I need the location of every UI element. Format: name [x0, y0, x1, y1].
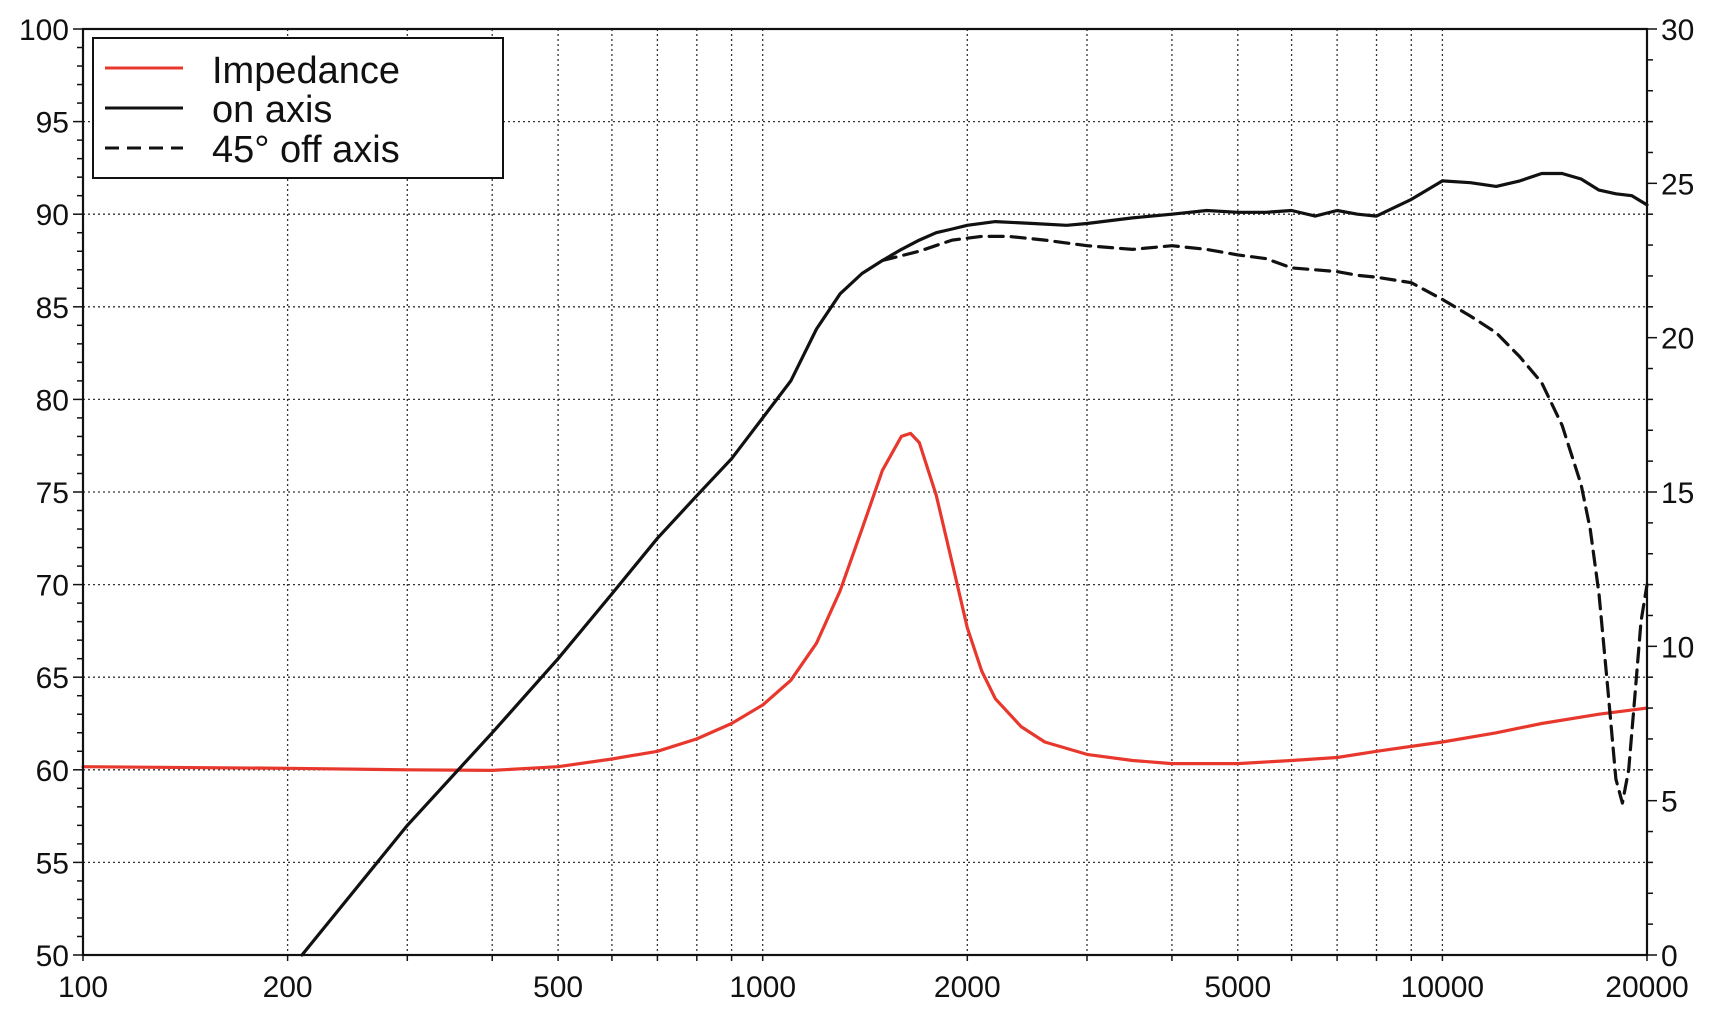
- y2-tick-label: 15: [1661, 477, 1694, 510]
- y2-tick-label: 10: [1661, 631, 1694, 664]
- y-tick-label: 75: [36, 477, 69, 510]
- series-line-45-off-axis: [880, 234, 1649, 805]
- grid: [83, 29, 1647, 955]
- legend: Impedance on axis 45° off axis: [92, 37, 504, 179]
- x-tick-label: 500: [533, 971, 583, 1004]
- x-tick-label: 20000: [1605, 971, 1688, 1004]
- y-tick-label: 80: [36, 384, 69, 417]
- y2-tick-label: 30: [1661, 14, 1694, 47]
- y2-tick-label: 25: [1661, 168, 1694, 201]
- x-tick-label: 5000: [1204, 971, 1271, 1004]
- x-tick-label: 10000: [1401, 971, 1484, 1004]
- y-tick-label: 50: [36, 940, 69, 973]
- x-tick-label: 100: [58, 971, 108, 1004]
- y-tick-label: 95: [36, 107, 69, 140]
- y2-tick-label: 0: [1661, 940, 1678, 973]
- y-tick-label: 65: [36, 662, 69, 695]
- y-tick-label: 85: [36, 292, 69, 325]
- y-tick-label: 90: [36, 199, 69, 232]
- legend-label-impedance: Impedance: [212, 50, 400, 92]
- y-tick-label: 55: [36, 847, 69, 880]
- y2-tick-label: 20: [1661, 323, 1694, 356]
- legend-label-on-axis: on axis: [212, 89, 332, 131]
- y-tick-label: 70: [36, 570, 69, 603]
- x-tick-label: 200: [263, 971, 313, 1004]
- y-tick-label: 100: [19, 14, 69, 47]
- x-tick-label: 2000: [934, 971, 1001, 1004]
- series-line-on-axis: [300, 171, 1649, 957]
- series-group: [81, 171, 1649, 957]
- legend-label-45-off-axis: 45° off axis: [212, 129, 400, 171]
- y2-tick-label: 5: [1661, 786, 1678, 819]
- y-tick-label: 60: [36, 755, 69, 788]
- series-line-impedance: [81, 431, 1649, 773]
- x-tick-label: 1000: [729, 971, 796, 1004]
